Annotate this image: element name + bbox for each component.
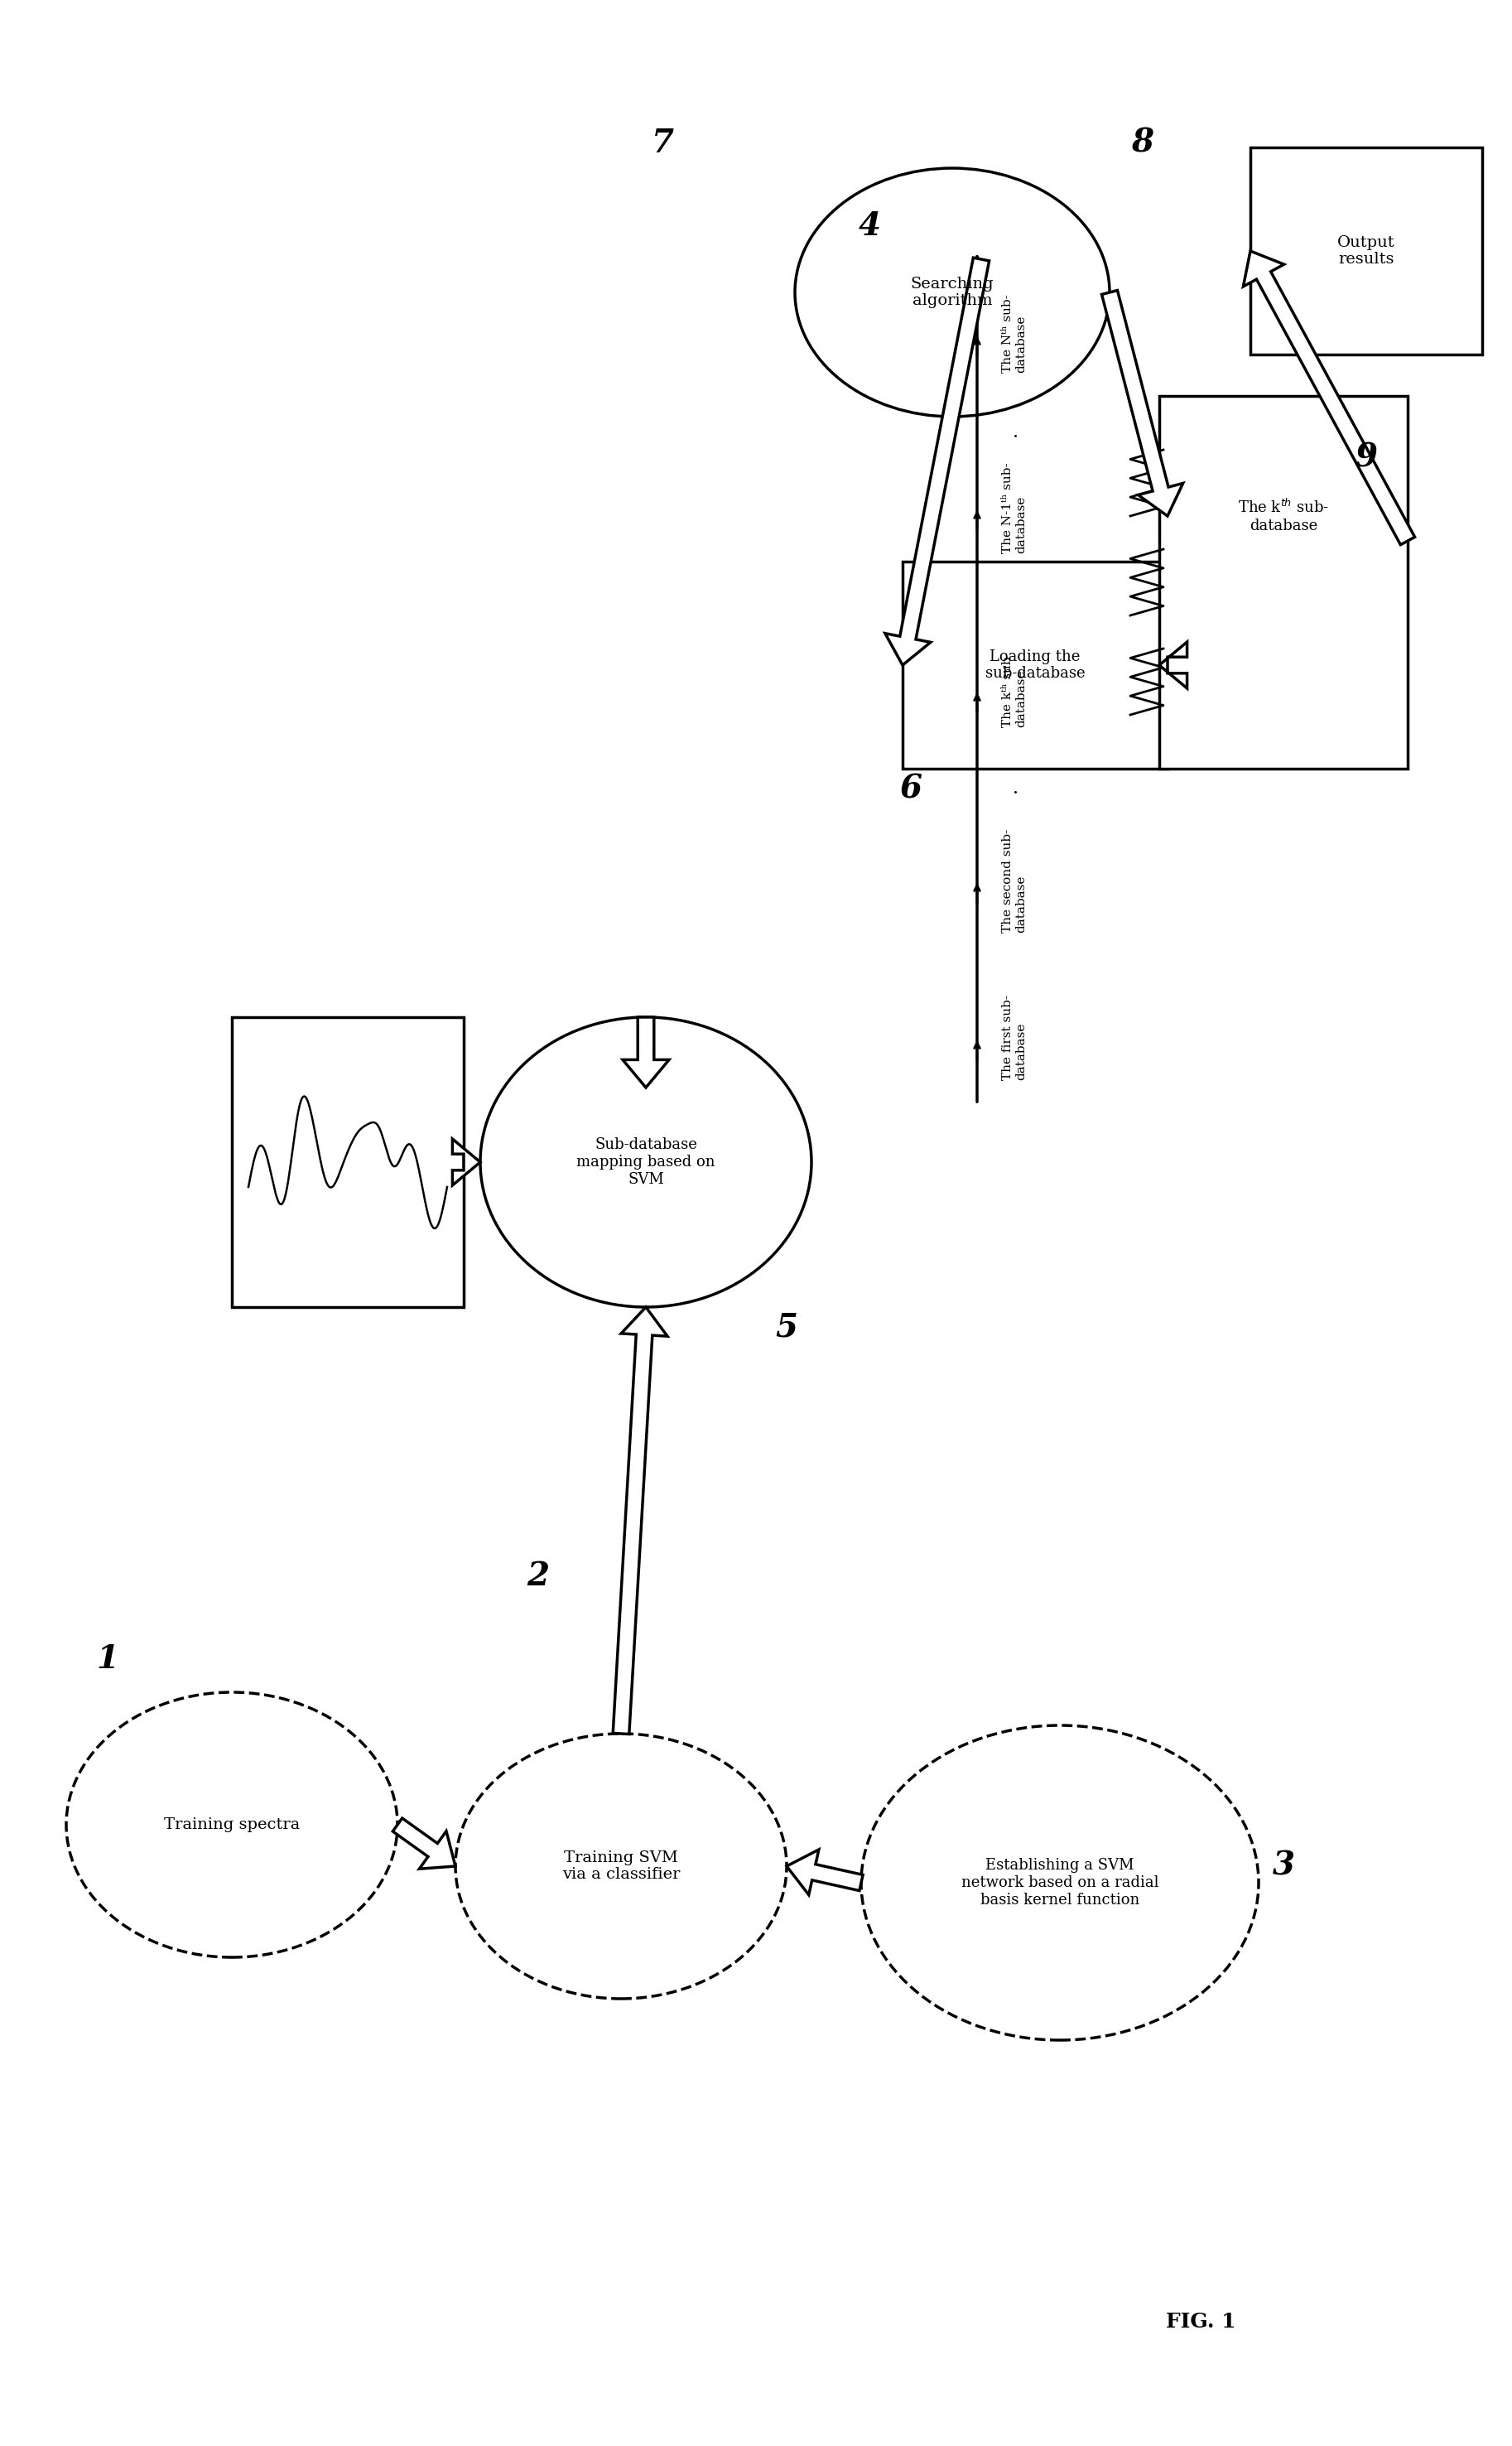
Text: The Nᵗʰ sub-
database: The Nᵗʰ sub- database — [1002, 294, 1027, 374]
Text: Loading the
sub-database: Loading the sub-database — [986, 648, 1086, 680]
Text: FIG. 1: FIG. 1 — [1166, 2311, 1235, 2331]
FancyBboxPatch shape — [231, 1018, 464, 1306]
Text: The second sub-
database: The second sub- database — [1002, 829, 1027, 932]
Text: 7: 7 — [652, 127, 674, 159]
FancyBboxPatch shape — [1250, 147, 1482, 355]
Polygon shape — [1243, 252, 1415, 545]
Text: 9: 9 — [1355, 443, 1377, 475]
Text: Sub-database
mapping based on
SVM: Sub-database mapping based on SVM — [576, 1137, 715, 1186]
Text: 2: 2 — [528, 1561, 549, 1592]
Text: Training SVM
via a classifier: Training SVM via a classifier — [562, 1849, 680, 1883]
FancyBboxPatch shape — [903, 563, 1167, 768]
Polygon shape — [786, 1849, 863, 1896]
Text: 4: 4 — [859, 210, 880, 242]
Text: The first sub-
database: The first sub- database — [1002, 996, 1027, 1081]
Polygon shape — [612, 1306, 667, 1734]
Text: 3: 3 — [1272, 1852, 1294, 1881]
Text: The N-1ᵗʰ sub-
database: The N-1ᵗʰ sub- database — [1002, 462, 1027, 553]
Text: .: . — [1002, 430, 1021, 435]
Text: The k$^{th}$ sub-
database: The k$^{th}$ sub- database — [1238, 499, 1329, 533]
Polygon shape — [623, 1018, 668, 1088]
Text: Establishing a SVM
network based on a radial
basis kernel function: Establishing a SVM network based on a ra… — [962, 1859, 1158, 1908]
Polygon shape — [452, 1140, 481, 1186]
Text: Output
results: Output results — [1338, 235, 1396, 267]
Text: 6: 6 — [900, 773, 922, 805]
Text: .: . — [1002, 788, 1021, 793]
Polygon shape — [885, 257, 989, 665]
Text: Training spectra: Training spectra — [163, 1817, 299, 1832]
Polygon shape — [1160, 641, 1187, 687]
Text: 1: 1 — [97, 1644, 119, 1676]
Polygon shape — [1102, 291, 1182, 516]
Text: 8: 8 — [1131, 127, 1154, 159]
Text: Searching
algorithm: Searching algorithm — [910, 276, 993, 308]
Text: The kᵗʰ sub-
database: The kᵗʰ sub- database — [1002, 653, 1027, 726]
Polygon shape — [393, 1817, 455, 1869]
FancyBboxPatch shape — [1160, 396, 1408, 768]
Text: 5: 5 — [776, 1311, 798, 1343]
